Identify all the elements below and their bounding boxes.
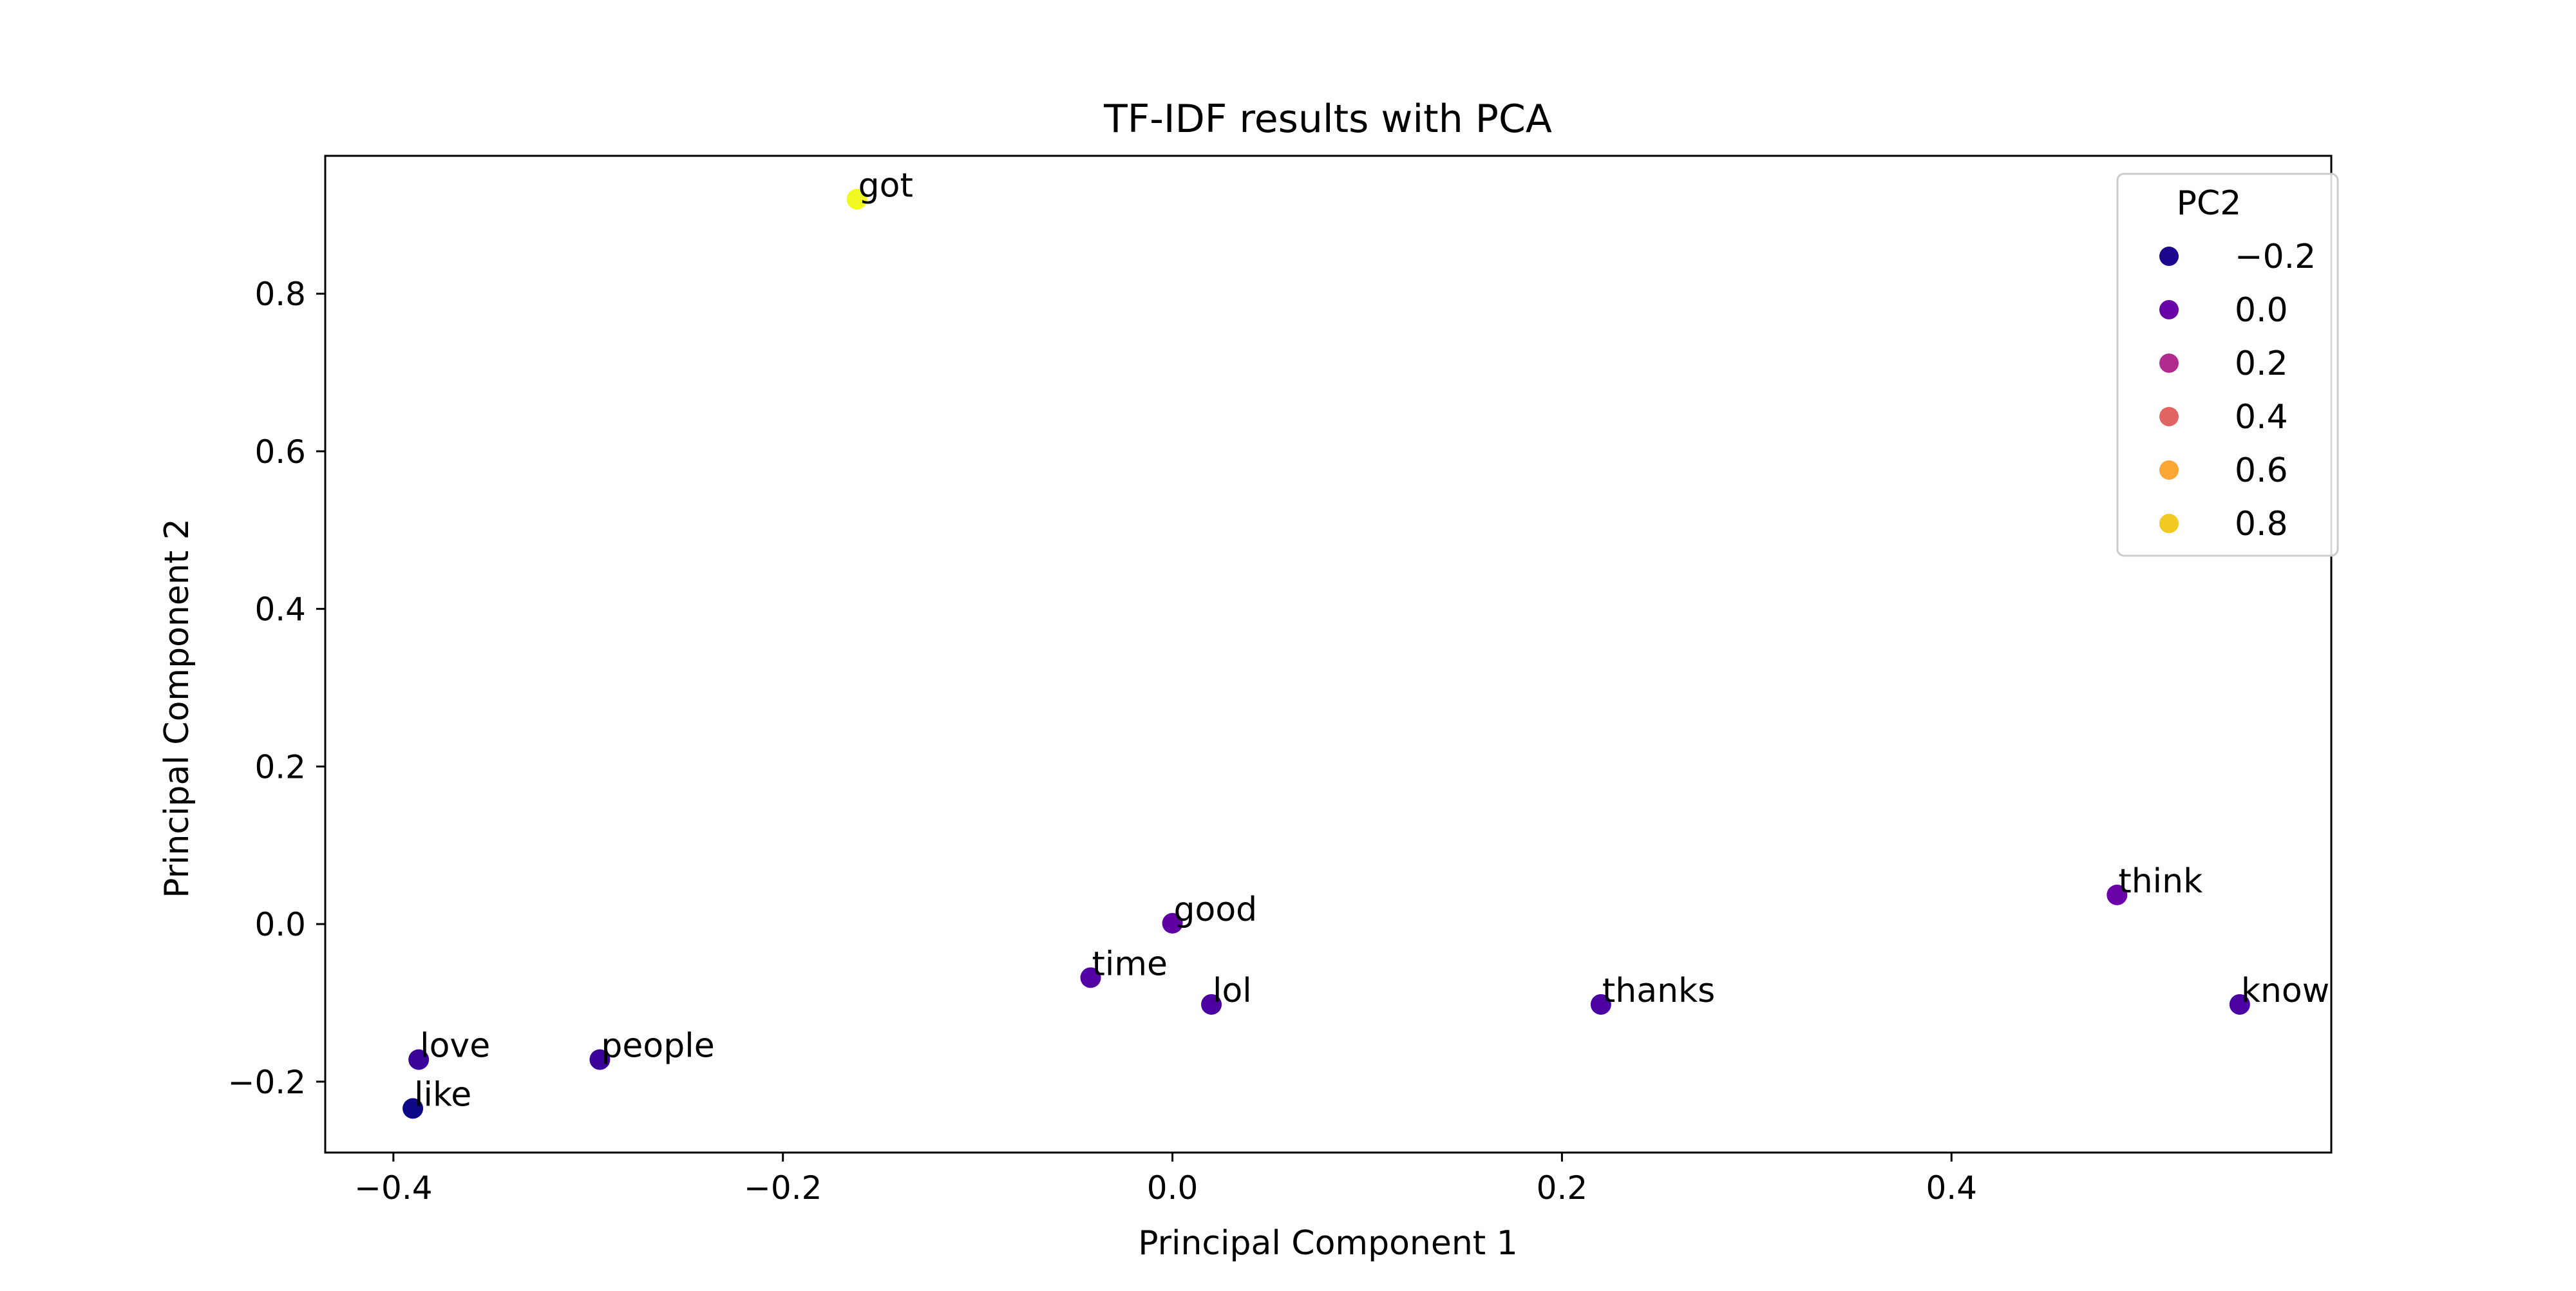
scatter-point-lol <box>1201 994 1222 1015</box>
point-label-lol: lol <box>1213 972 1252 1010</box>
legend-marker <box>2159 353 2179 373</box>
scatter-point-good <box>1162 912 1183 934</box>
scatter-point-like <box>402 1098 424 1119</box>
legend-entry-label: 0.4 <box>2235 398 2288 437</box>
legend-entry-label: 0.6 <box>2235 451 2288 490</box>
point-label-got: got <box>858 166 913 205</box>
legend-title: PC2 <box>2177 184 2242 223</box>
legend: PC2 −0.2 0.0 0.2 0.4 0.6 0.8 <box>2116 173 2339 557</box>
legend-entry-label: 0.8 <box>2235 505 2288 543</box>
x-tick-label: 0.4 <box>1926 1169 1978 1207</box>
point-label-love: love <box>420 1027 490 1066</box>
point-label-like: like <box>414 1075 471 1114</box>
y-tick-label: 0.6 <box>254 433 306 471</box>
legend-entry-label: −0.2 <box>2235 238 2316 276</box>
legend-marker <box>2159 300 2179 319</box>
x-tick-label: −0.2 <box>744 1169 822 1207</box>
x-tick-label: 0.0 <box>1147 1169 1198 1207</box>
legend-marker <box>2159 460 2179 480</box>
y-tick-label: 0.0 <box>254 906 306 943</box>
legend-marker <box>2159 514 2179 533</box>
plot-area: −0.4 −0.2 0.0 0.2 0.4 −0.2 0.0 0.2 0.4 0.6 0.8 got t… <box>228 155 2333 1207</box>
point-label-good: good <box>1174 891 1258 929</box>
y-tick-label: 0.8 <box>254 276 306 313</box>
legend-entry-label: 0.0 <box>2235 291 2288 330</box>
legend-box <box>2116 173 2339 557</box>
scatter-point-time <box>1080 967 1101 988</box>
point-label-people: people <box>601 1027 714 1066</box>
scatter-point-thanks <box>1590 994 1611 1015</box>
scatter-point-love <box>408 1049 430 1070</box>
scatter-point-got <box>846 189 867 210</box>
scatter-point-think <box>2107 884 2128 905</box>
legend-marker <box>2159 407 2179 426</box>
point-label-thanks: thanks <box>1602 972 1715 1010</box>
y-tick-label: 0.4 <box>254 591 306 628</box>
y-tick-label: −0.2 <box>228 1064 306 1101</box>
x-tick-label: −0.4 <box>354 1169 432 1207</box>
x-axis-label: Principal Component 1 <box>1138 1224 1518 1263</box>
point-label-time: time <box>1092 945 1168 983</box>
plot-frame <box>324 155 2333 1154</box>
chart-title: TF-IDF results with PCA <box>1103 97 1552 142</box>
point-label-think: think <box>2118 862 2202 901</box>
scatter-point-people <box>589 1049 611 1070</box>
y-axis-label: Principal Component 2 <box>158 518 196 898</box>
point-label-know: know <box>2241 972 2329 1010</box>
legend-entry-label: 0.2 <box>2235 344 2288 383</box>
y-tick-label: 0.2 <box>254 748 306 786</box>
legend-marker <box>2159 247 2179 266</box>
x-tick-label: 0.2 <box>1537 1169 1588 1207</box>
scatter-point-know <box>2229 994 2250 1015</box>
